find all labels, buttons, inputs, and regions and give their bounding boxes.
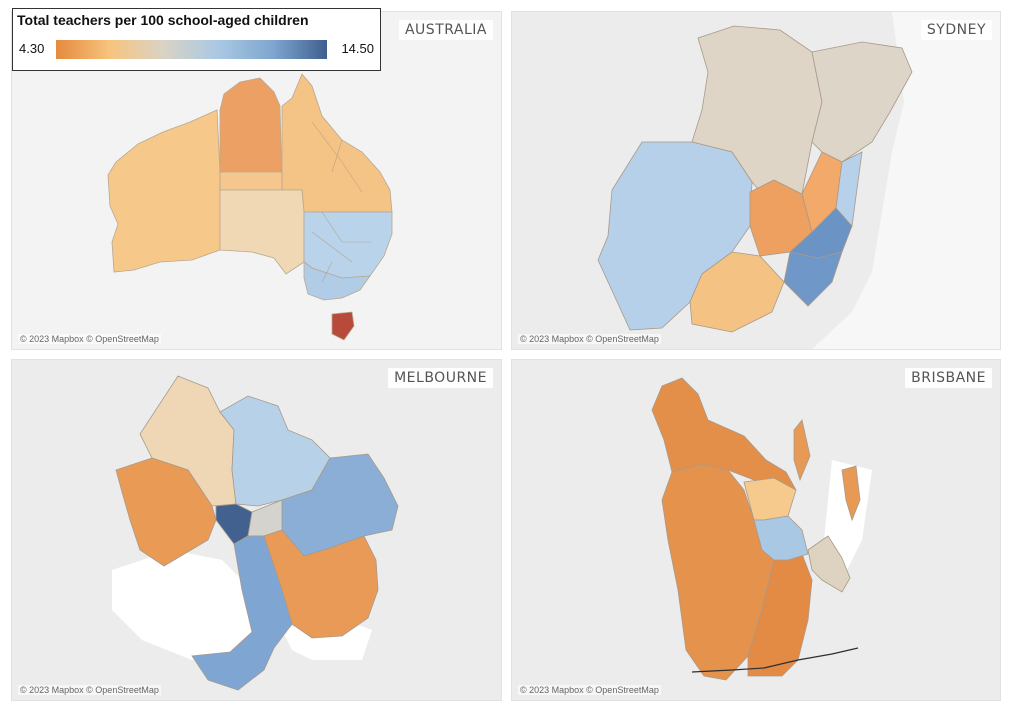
legend-title: Total teachers per 100 school-aged child… xyxy=(17,12,309,28)
region-sydney-northern-beaches[interactable] xyxy=(835,151,863,227)
melbourne-map xyxy=(112,375,399,691)
brisbane-map xyxy=(651,377,872,681)
region-sydney-north-east[interactable] xyxy=(811,41,913,163)
region-brisbane-inner[interactable] xyxy=(753,515,809,561)
sydney-map xyxy=(597,12,1000,349)
region-tasmania[interactable] xyxy=(331,311,355,341)
brisbane-map-credit[interactable]: © 2023 Mapbox © OpenStreetMap xyxy=(518,685,661,695)
region-brisbane-bayside[interactable] xyxy=(807,535,851,593)
sydney-map-panel[interactable]: SYDNEY © 2023 Mapbox © OpenStreetMap xyxy=(511,11,1001,350)
melbourne-map-credit[interactable]: © 2023 Mapbox © OpenStreetMap xyxy=(18,685,161,695)
melbourne-title: MELBOURNE xyxy=(388,368,493,388)
legend-min-label: 4.30 xyxy=(19,41,45,56)
sydney-title: SYDNEY xyxy=(920,20,992,40)
region-melbourne-west[interactable] xyxy=(115,457,217,567)
region-nt-south[interactable] xyxy=(219,171,283,191)
region-brisbane-islands[interactable] xyxy=(793,419,861,522)
region-south-australia[interactable] xyxy=(219,189,305,275)
brisbane-title: BRISBANE xyxy=(905,368,992,388)
color-legend: Total teachers per 100 school-aged child… xyxy=(12,8,381,71)
australia-title: AUSTRALIA xyxy=(398,20,493,40)
melbourne-map-panel[interactable]: MELBOURNE © 2023 Mapbox © OpenStreetMap xyxy=(11,359,502,701)
region-brisbane-logan[interactable] xyxy=(747,553,813,677)
region-victoria[interactable] xyxy=(303,261,371,301)
region-sydney-sutherland[interactable] xyxy=(783,251,843,307)
legend-max-label: 14.50 xyxy=(341,41,374,56)
australia-map xyxy=(12,12,501,349)
australia-map-credit[interactable]: © 2023 Mapbox © OpenStreetMap xyxy=(18,334,161,344)
brisbane-map-panel[interactable]: BRISBANE © 2023 Mapbox © OpenStreetMap xyxy=(511,359,1001,701)
region-melbourne-peninsula[interactable] xyxy=(191,535,293,691)
legend-color-ramp xyxy=(56,40,327,59)
sydney-map-credit[interactable]: © 2023 Mapbox © OpenStreetMap xyxy=(518,334,661,344)
region-sydney-south-west[interactable] xyxy=(689,251,785,333)
